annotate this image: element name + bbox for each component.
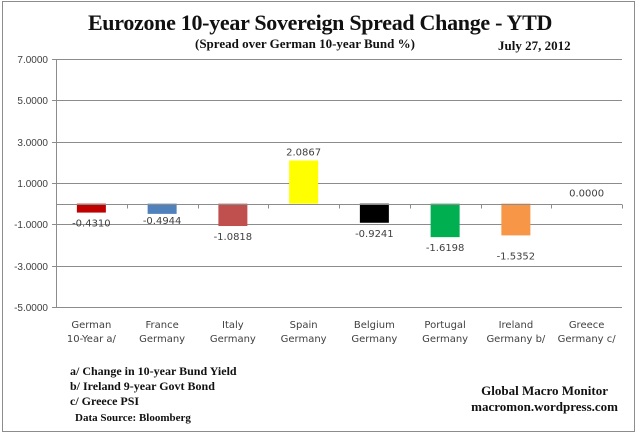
category-label: Germany b/ bbox=[486, 334, 545, 345]
credit-name: Global Macro Monitor bbox=[481, 383, 608, 398]
category-label: Belgium bbox=[354, 320, 395, 331]
category-label: Germany bbox=[422, 334, 468, 345]
bar bbox=[147, 203, 177, 214]
y-tick-label: 3.0000 bbox=[17, 138, 48, 149]
data-labels: -0.4310 -0.4944 -1.0818 2.0867 -0.9241 -1.619… bbox=[72, 148, 604, 263]
category-label: Italy bbox=[222, 320, 244, 331]
y-tick-label: -1.0000 bbox=[14, 220, 48, 231]
category-label: Greece bbox=[569, 320, 605, 331]
bar bbox=[289, 160, 319, 204]
bar bbox=[359, 203, 389, 223]
chart-subtitle: (Spread over German 10-year Bund %) bbox=[195, 36, 415, 51]
y-tick-label: 1.0000 bbox=[17, 179, 48, 190]
y-tick-label: 7.0000 bbox=[17, 55, 48, 66]
category-labels: German 10-Year a/France Germany Italy German… bbox=[67, 320, 616, 345]
y-axis: 7.0000 5.0000 3.0000 1.0000 -1.0000 -3.0000 -5… bbox=[14, 55, 57, 314]
category-label: Spain bbox=[290, 320, 318, 331]
y-tick-label: -5.0000 bbox=[14, 303, 48, 314]
chart-title: Eurozone 10-year Sovereign Spread Change… bbox=[87, 10, 553, 35]
category-label: Germany c/ bbox=[558, 334, 617, 345]
y-tick-label: 5.0000 bbox=[17, 96, 48, 107]
bar bbox=[218, 203, 248, 227]
credit: Global Macro Monitor macromon.wordpress.… bbox=[471, 383, 618, 415]
data-label: 0.0000 bbox=[569, 189, 604, 200]
category-label: France bbox=[145, 320, 178, 331]
chart-frame bbox=[2, 1, 635, 432]
category-label: Germany bbox=[281, 334, 327, 345]
category-label: 10-Year a/ bbox=[67, 334, 117, 345]
data-source: Data Source: Bloomberg bbox=[75, 412, 191, 424]
gridlines bbox=[52, 59, 622, 308]
data-label: 2.0867 bbox=[286, 148, 321, 159]
category-label: Ireland bbox=[499, 320, 534, 331]
data-label: -0.4944 bbox=[143, 216, 182, 227]
footnote-c: c/ Greece PSI bbox=[70, 394, 140, 408]
category-label: German bbox=[71, 320, 111, 331]
category-label: Germany bbox=[351, 334, 397, 345]
y-tick-label: -3.0000 bbox=[14, 262, 48, 273]
data-label: -1.5352 bbox=[497, 251, 536, 262]
data-label: -1.0818 bbox=[214, 232, 253, 243]
bar bbox=[76, 203, 106, 213]
data-label: -0.9241 bbox=[355, 229, 394, 240]
bar bbox=[430, 203, 460, 238]
footnote-a: a/ Change in 10-year Bund Yield bbox=[70, 364, 237, 378]
category-label: Germany bbox=[139, 334, 185, 345]
category-label: Germany bbox=[210, 334, 256, 345]
footnote-b: b/ Ireland 9-year Govt Bond bbox=[70, 379, 215, 393]
bars bbox=[76, 160, 531, 238]
data-label: -0.4310 bbox=[72, 219, 111, 230]
x-axis bbox=[56, 204, 623, 209]
chart-date: July 27, 2012 bbox=[498, 38, 571, 53]
category-label: Portugal bbox=[424, 320, 465, 331]
bar bbox=[501, 203, 531, 236]
credit-site: macromon.wordpress.com bbox=[471, 399, 618, 414]
data-label: -1.6198 bbox=[426, 243, 465, 254]
